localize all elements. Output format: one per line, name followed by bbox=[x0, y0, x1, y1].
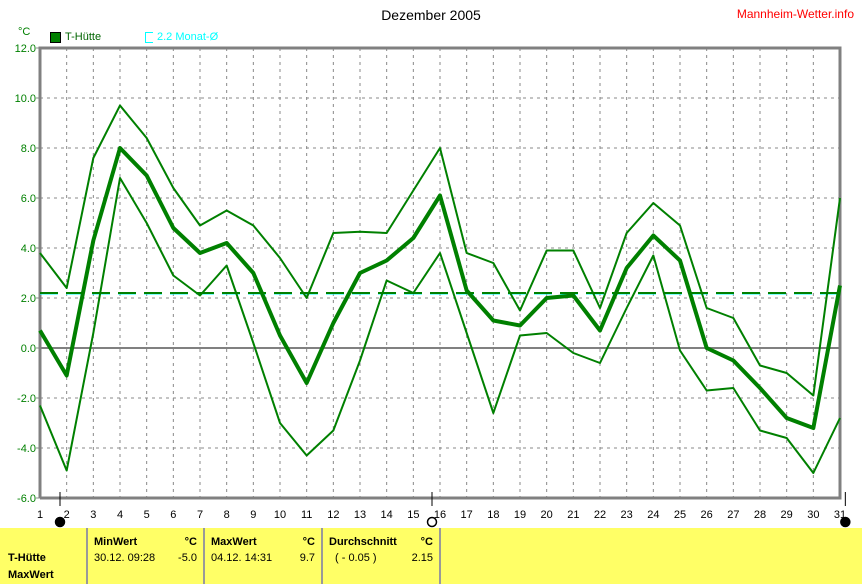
stats-min: MinWert °C 30.12. 09:28 -5.0 bbox=[88, 528, 205, 584]
moon-full-icon bbox=[426, 516, 438, 528]
x-tick-label: 5 bbox=[144, 509, 150, 521]
min-value: -5.0 bbox=[178, 552, 197, 564]
x-tick-label: 4 bbox=[117, 509, 123, 521]
max-time: 04.12. 14:31 bbox=[211, 552, 273, 564]
x-tick-label: 13 bbox=[354, 509, 366, 521]
x-tick-label: 26 bbox=[701, 509, 713, 521]
x-tick-label: 16 bbox=[434, 509, 446, 521]
stats-max: MaxWert °C 04.12. 14:31 9.7 bbox=[205, 528, 323, 584]
x-tick-label: 1 bbox=[37, 509, 43, 521]
y-tick-label: 6.0 bbox=[21, 193, 36, 205]
x-tick-label: 25 bbox=[674, 509, 686, 521]
x-tick-label: 23 bbox=[621, 509, 633, 521]
x-tick-label: 12 bbox=[327, 509, 339, 521]
y-tick-label: 10.0 bbox=[15, 93, 36, 105]
x-tick-label: 27 bbox=[727, 509, 739, 521]
x-tick-label: 6 bbox=[170, 509, 176, 521]
min-unit: °C bbox=[184, 536, 197, 548]
moon-new-icon bbox=[840, 516, 851, 528]
min-time: 30.12. 09:28 bbox=[94, 552, 156, 564]
x-tick-label: 21 bbox=[567, 509, 579, 521]
x-tick-label: 15 bbox=[407, 509, 419, 521]
x-tick-label: 14 bbox=[381, 509, 393, 521]
legend-swatch-icon bbox=[50, 31, 61, 43]
x-tick-label: 7 bbox=[197, 509, 203, 521]
avg-value: 2.15 bbox=[411, 552, 433, 564]
legend-bracket-icon bbox=[145, 31, 153, 43]
avg-label: Durchschnitt bbox=[329, 536, 397, 548]
x-tick-label: 24 bbox=[647, 509, 659, 521]
max-value: 9.7 bbox=[299, 552, 315, 564]
stats-type-label: MaxWert bbox=[8, 569, 54, 581]
x-tick-label: 11 bbox=[301, 509, 312, 521]
x-tick-label: 30 bbox=[807, 509, 819, 521]
x-tick-label: 17 bbox=[461, 509, 473, 521]
max-label: MaxWert bbox=[211, 536, 257, 548]
stats-avg: Durchschnitt °C ( - 0.05 ) 2.15 bbox=[323, 528, 441, 584]
x-tick-label: 29 bbox=[781, 509, 793, 521]
x-tick-label: 18 bbox=[487, 509, 499, 521]
avg-unit: °C bbox=[420, 536, 433, 548]
y-tick-label: -4.0 bbox=[17, 443, 36, 455]
brand-link[interactable]: Mannheim-Wetter.info bbox=[736, 7, 854, 21]
y-tick-label: 0.0 bbox=[21, 343, 36, 355]
chart-title: Dezember 2005 bbox=[381, 7, 481, 23]
y-tick-label: -6.0 bbox=[17, 493, 36, 505]
x-tick-label: 28 bbox=[754, 509, 766, 521]
series-line-mean bbox=[38, 146, 842, 430]
y-tick-label: 2.0 bbox=[21, 293, 36, 305]
series-line-max bbox=[39, 104, 841, 397]
x-tick-label: 10 bbox=[274, 509, 286, 521]
x-tick-label: 20 bbox=[541, 509, 553, 521]
max-unit: °C bbox=[302, 536, 315, 548]
legend-series-label: T-Hütte bbox=[65, 31, 102, 43]
x-tick-label: 9 bbox=[250, 509, 256, 521]
min-label: MinWert bbox=[94, 536, 138, 548]
x-tick-label: 3 bbox=[90, 509, 96, 521]
avg-note: ( - 0.05 ) bbox=[335, 552, 377, 564]
legend-monthly-avg: 2.2 Monat-Ø bbox=[145, 31, 218, 43]
series-line-min bbox=[39, 177, 841, 474]
moon-new-icon bbox=[54, 516, 66, 528]
x-tick-label: 19 bbox=[514, 509, 526, 521]
y-tick-label: 4.0 bbox=[21, 243, 36, 255]
line-chart: 12.010.08.06.04.02.00.0-2.0-4.0-6.01 2 3 4 5… bbox=[15, 43, 851, 528]
y-tick-label: -2.0 bbox=[17, 393, 36, 405]
y-axis-unit: °C bbox=[18, 26, 31, 38]
x-tick-label: 2 bbox=[64, 509, 70, 521]
stats-row-labels: T-Hütte MaxWert bbox=[0, 528, 88, 584]
stats-series-label: T-Hütte bbox=[8, 552, 46, 564]
legend-avg-label: 2.2 Monat-Ø bbox=[157, 31, 219, 43]
legend-series: T-Hütte bbox=[50, 31, 101, 43]
stats-table: T-Hütte MaxWert MinWert °C 30.12. 09:28 … bbox=[0, 528, 862, 584]
y-tick-label: 8.0 bbox=[21, 143, 36, 155]
y-tick-label: 12.0 bbox=[15, 43, 36, 55]
x-tick-label: 22 bbox=[594, 509, 606, 521]
x-tick-label: 8 bbox=[224, 509, 230, 521]
plot-frame bbox=[38, 46, 842, 500]
